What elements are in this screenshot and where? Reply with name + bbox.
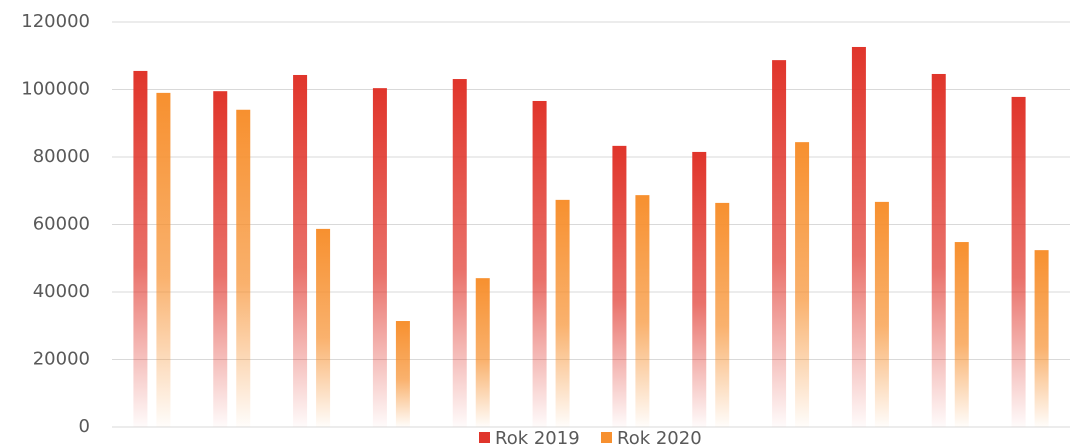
- bar: [293, 74, 308, 428]
- bar: [1034, 250, 1049, 427]
- legend-label: Rok 2020: [617, 428, 702, 448]
- bar: [1011, 96, 1026, 428]
- bar: [133, 70, 148, 427]
- bar: [692, 151, 707, 427]
- y-tick-label: 60000: [33, 214, 90, 235]
- y-tick-label: 40000: [33, 281, 90, 302]
- bar: [316, 228, 331, 427]
- bar: [475, 278, 490, 427]
- bar: [236, 109, 251, 427]
- bar: [395, 321, 410, 427]
- y-tick-label: 100000: [21, 79, 90, 100]
- bar: [795, 142, 810, 427]
- y-tick-label: 0: [79, 416, 90, 437]
- bar: [931, 73, 946, 427]
- bar: [156, 92, 171, 427]
- bar: [874, 201, 889, 427]
- bar: [612, 145, 627, 428]
- bar: [772, 60, 787, 427]
- bar: [851, 46, 866, 427]
- y-tick-label: 20000: [33, 349, 90, 370]
- y-tick-label: 120000: [21, 11, 90, 32]
- legend-label: Rok 2019: [495, 428, 580, 448]
- y-tick-label: 80000: [33, 146, 90, 167]
- bar: [532, 100, 547, 427]
- bar: [715, 202, 730, 427]
- bar: [452, 79, 467, 427]
- bar: [555, 199, 570, 427]
- legend-swatch: [601, 432, 612, 443]
- bar: [635, 195, 650, 427]
- bar: [954, 242, 969, 427]
- bar: [372, 88, 387, 428]
- legend-swatch: [479, 432, 490, 443]
- bar: [213, 91, 228, 427]
